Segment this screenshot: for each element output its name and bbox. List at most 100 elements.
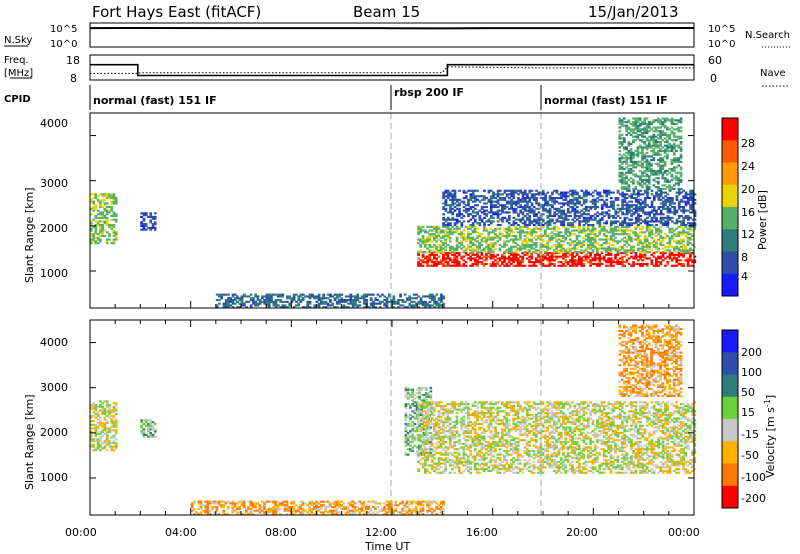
echo-cell	[623, 177, 626, 180]
echo-cell	[539, 229, 543, 232]
echo-cell	[664, 224, 667, 227]
echo-cell	[528, 191, 532, 194]
echo-cell	[666, 139, 669, 142]
echo-cell	[679, 121, 683, 124]
echo-cell	[562, 193, 566, 196]
echo-cell	[594, 213, 597, 216]
echo-cell	[632, 169, 635, 173]
echo-cell	[618, 153, 622, 156]
echo-cell	[112, 440, 116, 443]
echo-cell	[285, 513, 289, 516]
echo-cell	[666, 262, 669, 266]
echo-cell	[457, 252, 461, 255]
echo-cell	[573, 259, 577, 262]
echo-cell	[474, 197, 477, 200]
echo-cell	[645, 178, 649, 182]
echo-cell	[480, 233, 484, 236]
echo-cell	[151, 217, 155, 220]
echo-cell	[299, 295, 303, 298]
echo-cell	[576, 197, 579, 200]
echo-cell	[663, 133, 667, 136]
echo-cell	[623, 182, 626, 185]
echo-cell	[573, 262, 577, 266]
echo-cell	[417, 261, 420, 264]
echo-cell	[103, 234, 107, 238]
echo-cell	[675, 144, 678, 147]
echo-cell	[363, 295, 366, 298]
echo-cell	[105, 218, 109, 221]
echo-cell	[663, 177, 667, 180]
echo-cell	[652, 142, 656, 145]
echo-cell	[96, 405, 100, 408]
echo-cell	[528, 233, 531, 236]
echo-cell	[224, 302, 228, 305]
echo-cell	[638, 128, 642, 131]
echo-cell	[670, 168, 674, 171]
echo-cell	[686, 242, 690, 245]
echo-cell	[654, 135, 658, 138]
echo-cell	[654, 142, 658, 145]
echo-cell	[532, 261, 536, 264]
echo-cell	[541, 238, 545, 241]
echo-cell	[655, 240, 658, 243]
echo-cell	[251, 504, 255, 507]
echo-cell	[580, 220, 584, 223]
echo-cell	[413, 444, 417, 447]
echo-cell	[641, 243, 645, 247]
echo-cell	[670, 186, 674, 189]
echo-cell	[670, 159, 674, 162]
echo-cell	[684, 204, 688, 207]
echo-cell	[514, 207, 518, 210]
echo-cell	[480, 238, 484, 241]
echo-cell	[114, 423, 118, 426]
echo-cell	[480, 249, 484, 252]
echo-cell	[675, 160, 678, 163]
echo-cell	[471, 215, 475, 218]
echo-cell	[668, 137, 671, 140]
echo-cell	[458, 211, 461, 214]
echo-cell	[616, 240, 620, 243]
echo-cell	[349, 300, 353, 303]
echo-cell	[329, 299, 332, 302]
echo-cell	[516, 253, 520, 256]
echo-cell	[101, 206, 104, 209]
echo-cell	[600, 229, 604, 232]
echo-cell	[426, 264, 429, 267]
echo-cell	[480, 240, 484, 243]
echo-cell	[101, 422, 104, 425]
echo-cell	[668, 189, 672, 192]
echo-cell	[530, 264, 534, 267]
echo-cell	[639, 242, 642, 245]
echo-cell	[349, 295, 353, 298]
echo-cell	[662, 207, 665, 210]
echo-cell	[582, 211, 586, 214]
echo-cell	[496, 227, 500, 230]
echo-cell	[645, 240, 649, 243]
echo-cell	[679, 178, 683, 182]
echo-cell	[473, 225, 477, 228]
echo-cell	[634, 225, 638, 228]
echo-cell	[571, 191, 575, 194]
echo-cell	[575, 243, 579, 247]
echo-cell	[618, 178, 622, 182]
echo-cell	[625, 253, 629, 256]
echo-cell	[550, 255, 554, 258]
echo-cell	[362, 502, 366, 505]
echo-cell	[679, 175, 683, 178]
echo-cell	[487, 200, 491, 203]
echo-cell	[614, 211, 618, 214]
echo-cell	[580, 197, 584, 200]
echo-cell	[227, 293, 230, 296]
echo-cell	[641, 133, 644, 136]
echo-cell	[600, 216, 604, 219]
echo-cell	[285, 507, 289, 510]
echo-cell	[679, 130, 683, 133]
echo-cell	[249, 511, 253, 514]
echo-cell	[224, 300, 228, 303]
echo-cell	[505, 202, 509, 205]
echo-cell	[421, 261, 425, 264]
echo-cell	[641, 166, 644, 169]
echo-cell	[541, 264, 545, 267]
echo-cell	[492, 216, 495, 219]
echo-cell	[537, 234, 540, 238]
